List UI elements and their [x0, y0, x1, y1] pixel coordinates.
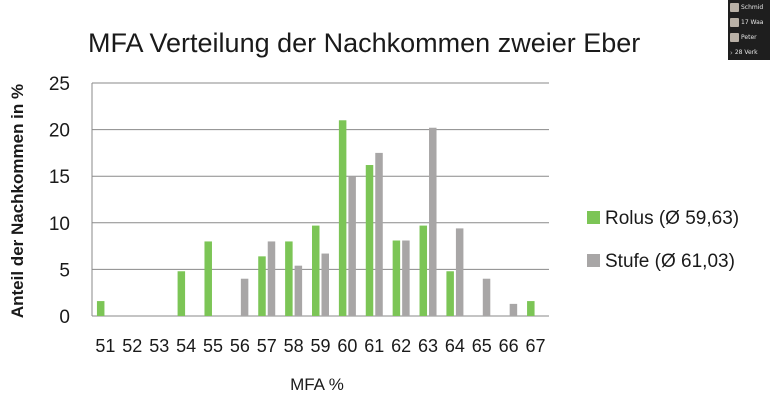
overlay-item[interactable]: › 28 Verk: [728, 45, 770, 60]
bar-stufe-64: [455, 228, 464, 316]
x-tick-label: 67: [526, 336, 546, 356]
bar-rolus-55: [204, 241, 212, 316]
y-axis-label: Anteil der Nachkommen in %: [8, 84, 27, 318]
avatar: [730, 3, 739, 12]
bar-stufe-63: [429, 127, 437, 317]
avatar: [730, 18, 739, 27]
x-tick-label: 56: [230, 336, 250, 356]
chevron-right-icon: ›: [730, 48, 733, 57]
x-tick-label: 54: [176, 336, 196, 356]
x-tick-label: 65: [472, 336, 492, 356]
overlay-item-label: Peter: [741, 34, 757, 41]
bar-stufe-57: [267, 241, 276, 316]
avatar: [730, 33, 739, 42]
bar-rolus-62: [392, 240, 401, 316]
bar-rolus-63: [419, 225, 428, 316]
chart-title: MFA Verteilung der Nachkommen zweier Ebe…: [88, 28, 640, 58]
bar-stufe-66: [509, 303, 518, 316]
x-tick-label: 52: [122, 336, 142, 356]
x-tick-label: 57: [257, 336, 277, 356]
bar-rolus-67: [527, 301, 535, 316]
bar-rolus-51: [96, 301, 105, 316]
bar-stufe-60: [348, 176, 356, 316]
overlay-item[interactable]: Schmid: [728, 0, 770, 15]
legend-label: Stufe (Ø 61,03): [605, 251, 735, 272]
x-tick-label: 62: [391, 336, 411, 356]
bar-rolus-58: [285, 241, 293, 316]
overlay-item[interactable]: 17 Waa: [728, 15, 770, 30]
legend-swatch: [587, 211, 600, 224]
x-axis-label: MFA %: [290, 375, 344, 394]
overlay-item[interactable]: Peter: [728, 30, 770, 45]
x-tick-label: 63: [418, 336, 438, 356]
x-tick-label: 51: [95, 336, 115, 356]
y-tick-label: 0: [59, 307, 70, 328]
x-tick-label: 66: [499, 336, 519, 356]
x-tick-label: 61: [364, 336, 384, 356]
x-tick-label: 60: [337, 336, 357, 356]
y-tick-label: 5: [59, 260, 70, 281]
overlay-item-label: 17 Waa: [741, 19, 764, 26]
bar-rolus-59: [312, 225, 320, 316]
overlay-item-label: 28 Verk: [734, 49, 758, 56]
bar-stufe-58: [294, 265, 303, 316]
legend: Rolus (Ø 59,63) Stufe (Ø 61,03): [587, 208, 739, 272]
x-tick-label: 53: [149, 336, 169, 356]
bar-stufe-56: [240, 278, 249, 316]
y-tick-label: 15: [49, 167, 70, 188]
x-tick-label: 64: [445, 336, 465, 356]
x-tick-label: 58: [284, 336, 304, 356]
bar-rolus-61: [365, 165, 374, 316]
bar-stufe-59: [321, 253, 329, 316]
y-tick-label: 20: [49, 121, 70, 142]
bar-rolus-60: [338, 120, 347, 316]
bar-rolus-57: [258, 256, 266, 316]
bar-rolus-54: [177, 271, 186, 316]
bar-stufe-65: [482, 278, 491, 316]
legend-label: Rolus (Ø 59,63): [605, 208, 739, 229]
bar-stufe-61: [375, 152, 383, 316]
bar-stufe-62: [402, 240, 410, 316]
x-tick-label: 59: [310, 336, 330, 356]
y-tick-label: 25: [49, 74, 70, 95]
x-tick-label: 55: [203, 336, 223, 356]
bar-rolus-64: [446, 271, 454, 316]
y-tick-label: 10: [49, 214, 70, 235]
notification-overlay: Schmid 17 Waa Peter › 28 Verk: [728, 0, 770, 60]
legend-swatch: [587, 254, 600, 267]
overlay-item-label: Schmid: [741, 4, 764, 11]
